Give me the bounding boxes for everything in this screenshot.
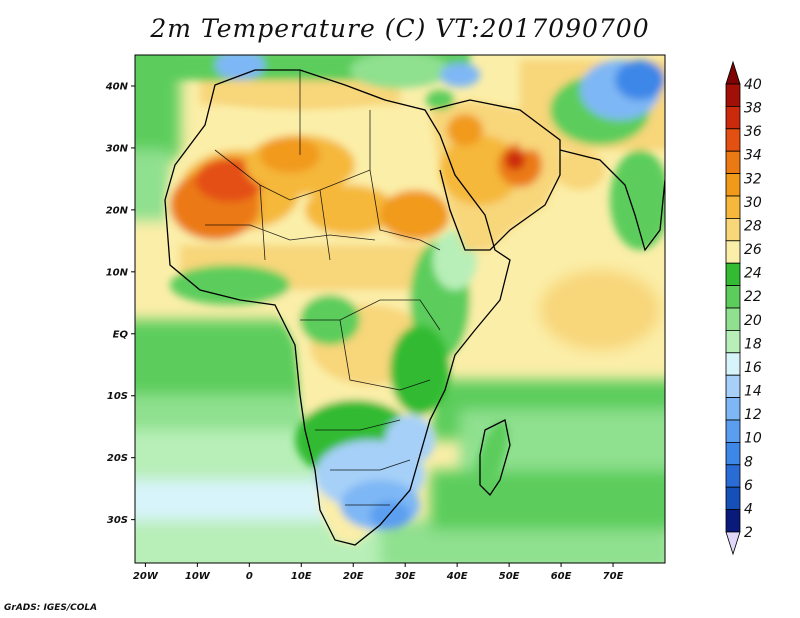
colorbar-label: 34 bbox=[744, 148, 762, 164]
y-tick-label: 20N bbox=[106, 205, 129, 216]
y-tick-label: 20S bbox=[107, 453, 128, 464]
colorbar-label: 24 bbox=[744, 266, 762, 282]
colorbar-label: 20 bbox=[744, 313, 762, 329]
x-tick-label: 50E bbox=[499, 571, 520, 582]
colorbar-label: 14 bbox=[744, 384, 762, 400]
colorbar-label: 16 bbox=[744, 360, 762, 376]
colorbar-label: 6 bbox=[744, 478, 753, 494]
x-tick-label: 60E bbox=[551, 571, 572, 582]
colorbar-swatch bbox=[725, 128, 741, 152]
colorbar-label: 40 bbox=[744, 77, 762, 93]
x-tick-label: 10E bbox=[291, 571, 312, 582]
colorbar-swatch bbox=[725, 329, 741, 354]
colorbar-label: 38 bbox=[744, 101, 762, 117]
colorbar-label: 26 bbox=[744, 242, 762, 258]
x-tick-label: 0 bbox=[246, 571, 253, 582]
x-tick-label: 40E bbox=[446, 571, 468, 582]
x-tick-label: 10W bbox=[185, 571, 211, 582]
colorbar-swatch bbox=[725, 509, 741, 533]
colorbar-swatch bbox=[725, 352, 741, 376]
x-tick-label: 70E bbox=[603, 571, 624, 582]
colorbar-swatch bbox=[725, 173, 741, 197]
x-tick-label: 20W bbox=[133, 571, 159, 582]
colorbar-swatch bbox=[725, 195, 741, 219]
colorbar-label: 18 bbox=[744, 336, 762, 352]
x-tick-label: 30E bbox=[395, 571, 416, 582]
x-axis-ticks: 20W 10W 0 10E 20E 30E 40E 50E 60E 70E bbox=[133, 563, 624, 582]
colorbar-label: 28 bbox=[744, 218, 762, 234]
colorbar-min-arrow bbox=[725, 531, 741, 556]
colorbar-swatch bbox=[725, 150, 741, 174]
colorbar-swatch bbox=[725, 397, 741, 421]
colorbar-label: 12 bbox=[744, 407, 762, 423]
coastlines bbox=[164, 69, 665, 546]
y-tick-label: 40N bbox=[105, 81, 129, 92]
colorbar-swatch bbox=[725, 441, 741, 466]
colorbar-swatch bbox=[725, 307, 741, 331]
colorbar-label: 10 bbox=[744, 431, 762, 447]
temperature-field bbox=[135, 55, 665, 563]
colorbar-swatch bbox=[725, 486, 741, 511]
colorbar-swatch bbox=[725, 106, 741, 130]
colorbar-label: 30 bbox=[744, 195, 762, 211]
colorbar-label: 2 bbox=[744, 525, 753, 541]
y-tick-label: 30S bbox=[107, 515, 128, 526]
y-tick-label: 30N bbox=[106, 143, 129, 154]
colorbar-swatch bbox=[725, 217, 741, 242]
colorbar-label: 8 bbox=[744, 454, 753, 470]
colorbar-label: 36 bbox=[744, 124, 762, 140]
map-frame bbox=[134, 54, 666, 564]
country-borders bbox=[205, 70, 441, 506]
colorbar-swatch bbox=[725, 464, 741, 488]
colorbar-swatch bbox=[725, 374, 741, 399]
colorbar-max-arrow bbox=[725, 60, 741, 85]
y-tick-label: 10S bbox=[107, 391, 128, 402]
colorbar-swatch bbox=[725, 419, 741, 443]
colorbar-label: 4 bbox=[744, 501, 753, 517]
x-tick-label: 20E bbox=[343, 571, 364, 582]
colorbar-swatch bbox=[725, 262, 741, 287]
colorbar-swatch bbox=[725, 240, 741, 264]
chart-title: 2m Temperature (C) VT:2017090700 bbox=[150, 14, 650, 43]
y-axis-ticks: 40N 30N 20N 10N EQ 10S 20S 30S bbox=[105, 81, 135, 526]
colorbar-label: 22 bbox=[744, 289, 762, 305]
y-tick-label: 10N bbox=[106, 267, 129, 278]
colorbar-label: 32 bbox=[744, 171, 762, 187]
colorbar-swatch bbox=[725, 83, 741, 107]
y-tick-label: EQ bbox=[113, 329, 129, 340]
grads-credit: GrADS: IGES/COLA bbox=[4, 603, 98, 613]
colorbar-swatch bbox=[725, 285, 741, 309]
